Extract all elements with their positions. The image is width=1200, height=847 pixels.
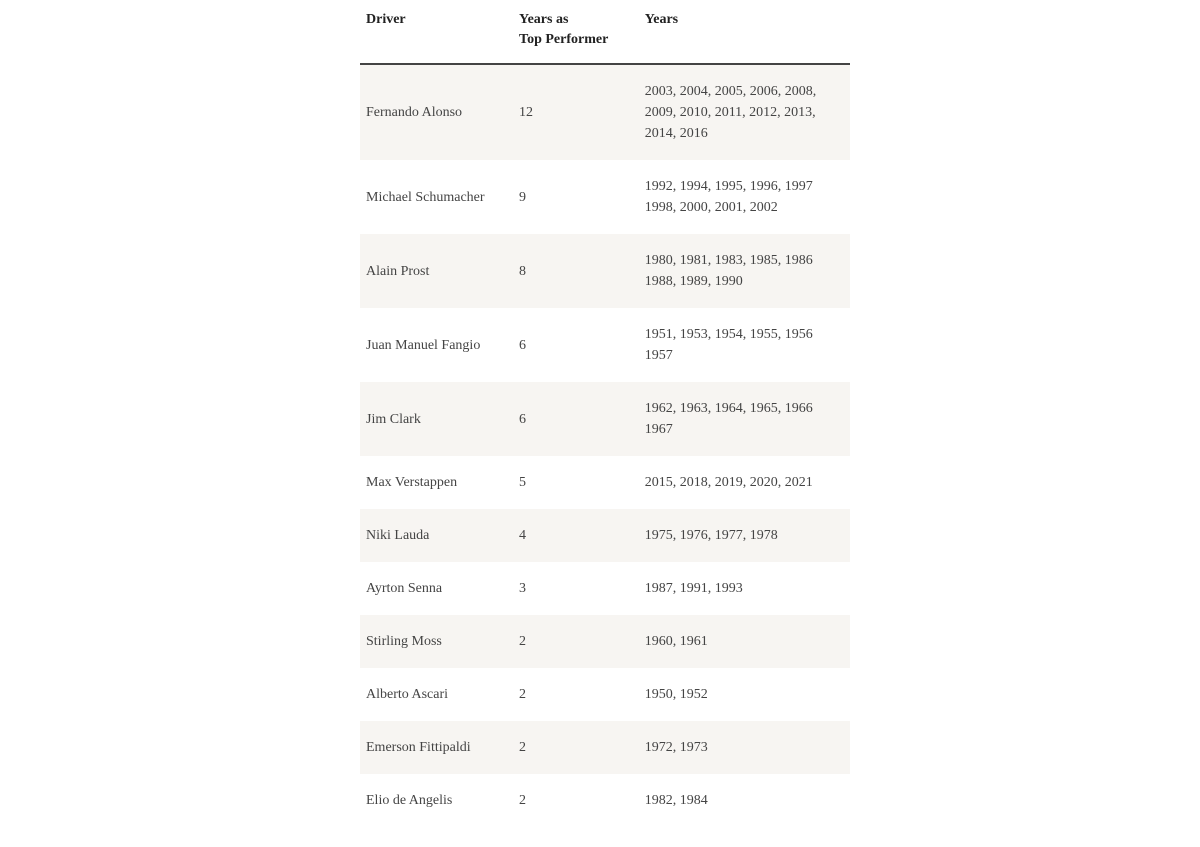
- table-row: Jim Clark 6 1962, 1963, 1964, 1965, 1966…: [360, 382, 850, 456]
- cell-driver: Fernando Alonso: [360, 64, 513, 160]
- table-row: Fernando Alonso 12 2003, 2004, 2005, 200…: [360, 64, 850, 160]
- cell-years: 1962, 1963, 1964, 1965, 1966 1967: [639, 382, 850, 456]
- cell-count: 3: [513, 562, 639, 615]
- cell-years: 1960, 1961: [639, 615, 850, 668]
- cell-driver: Alberto Ascari: [360, 668, 513, 721]
- cell-count: 5: [513, 456, 639, 509]
- cell-driver: Michael Schumacher: [360, 160, 513, 234]
- cell-driver: Max Verstappen: [360, 456, 513, 509]
- table-row: Alberto Ascari 2 1950, 1952: [360, 668, 850, 721]
- cell-driver: Juan Manuel Fangio: [360, 308, 513, 382]
- table-row: Michael Schumacher 9 1992, 1994, 1995, 1…: [360, 160, 850, 234]
- cell-years: 1950, 1952: [639, 668, 850, 721]
- cell-years: 1975, 1976, 1977, 1978: [639, 509, 850, 562]
- cell-count: 2: [513, 774, 639, 827]
- cell-count: 2: [513, 668, 639, 721]
- table-row: Alain Prost 8 1980, 1981, 1983, 1985, 19…: [360, 234, 850, 308]
- cell-driver: Emerson Fittipaldi: [360, 721, 513, 774]
- cell-driver: Elio de Angelis: [360, 774, 513, 827]
- cell-count: 2: [513, 615, 639, 668]
- cell-count: 6: [513, 382, 639, 456]
- col-header-count: Years asTop Performer: [513, 0, 639, 64]
- cell-count: 6: [513, 308, 639, 382]
- table-row: Juan Manuel Fangio 6 1951, 1953, 1954, 1…: [360, 308, 850, 382]
- table-row: Ayrton Senna 3 1987, 1991, 1993: [360, 562, 850, 615]
- cell-years: 2015, 2018, 2019, 2020, 2021: [639, 456, 850, 509]
- cell-years: 1987, 1991, 1993: [639, 562, 850, 615]
- cell-count: 2: [513, 721, 639, 774]
- cell-driver: Ayrton Senna: [360, 562, 513, 615]
- col-header-years: Years: [639, 0, 850, 64]
- table-row: Max Verstappen 5 2015, 2018, 2019, 2020,…: [360, 456, 850, 509]
- cell-years: 1951, 1953, 1954, 1955, 1956 1957: [639, 308, 850, 382]
- table-body: Fernando Alonso 12 2003, 2004, 2005, 200…: [360, 64, 850, 827]
- cell-years: 1972, 1973: [639, 721, 850, 774]
- cell-count: 9: [513, 160, 639, 234]
- cell-driver: Stirling Moss: [360, 615, 513, 668]
- cell-count: 4: [513, 509, 639, 562]
- cell-driver: Niki Lauda: [360, 509, 513, 562]
- col-header-driver: Driver: [360, 0, 513, 64]
- cell-driver: Jim Clark: [360, 382, 513, 456]
- cell-years: 1982, 1984: [639, 774, 850, 827]
- drivers-table: Driver Years asTop Performer Years Ferna…: [360, 0, 850, 827]
- table-row: Niki Lauda 4 1975, 1976, 1977, 1978: [360, 509, 850, 562]
- cell-years: 2003, 2004, 2005, 2006, 2008, 2009, 2010…: [639, 64, 850, 160]
- table-row: Stirling Moss 2 1960, 1961: [360, 615, 850, 668]
- cell-years: 1980, 1981, 1983, 1985, 1986 1988, 1989,…: [639, 234, 850, 308]
- table-row: Emerson Fittipaldi 2 1972, 1973: [360, 721, 850, 774]
- table-header-row: Driver Years asTop Performer Years: [360, 0, 850, 64]
- cell-count: 12: [513, 64, 639, 160]
- cell-years: 1992, 1994, 1995, 1996, 1997 1998, 2000,…: [639, 160, 850, 234]
- table-row: Elio de Angelis 2 1982, 1984: [360, 774, 850, 827]
- cell-count: 8: [513, 234, 639, 308]
- cell-driver: Alain Prost: [360, 234, 513, 308]
